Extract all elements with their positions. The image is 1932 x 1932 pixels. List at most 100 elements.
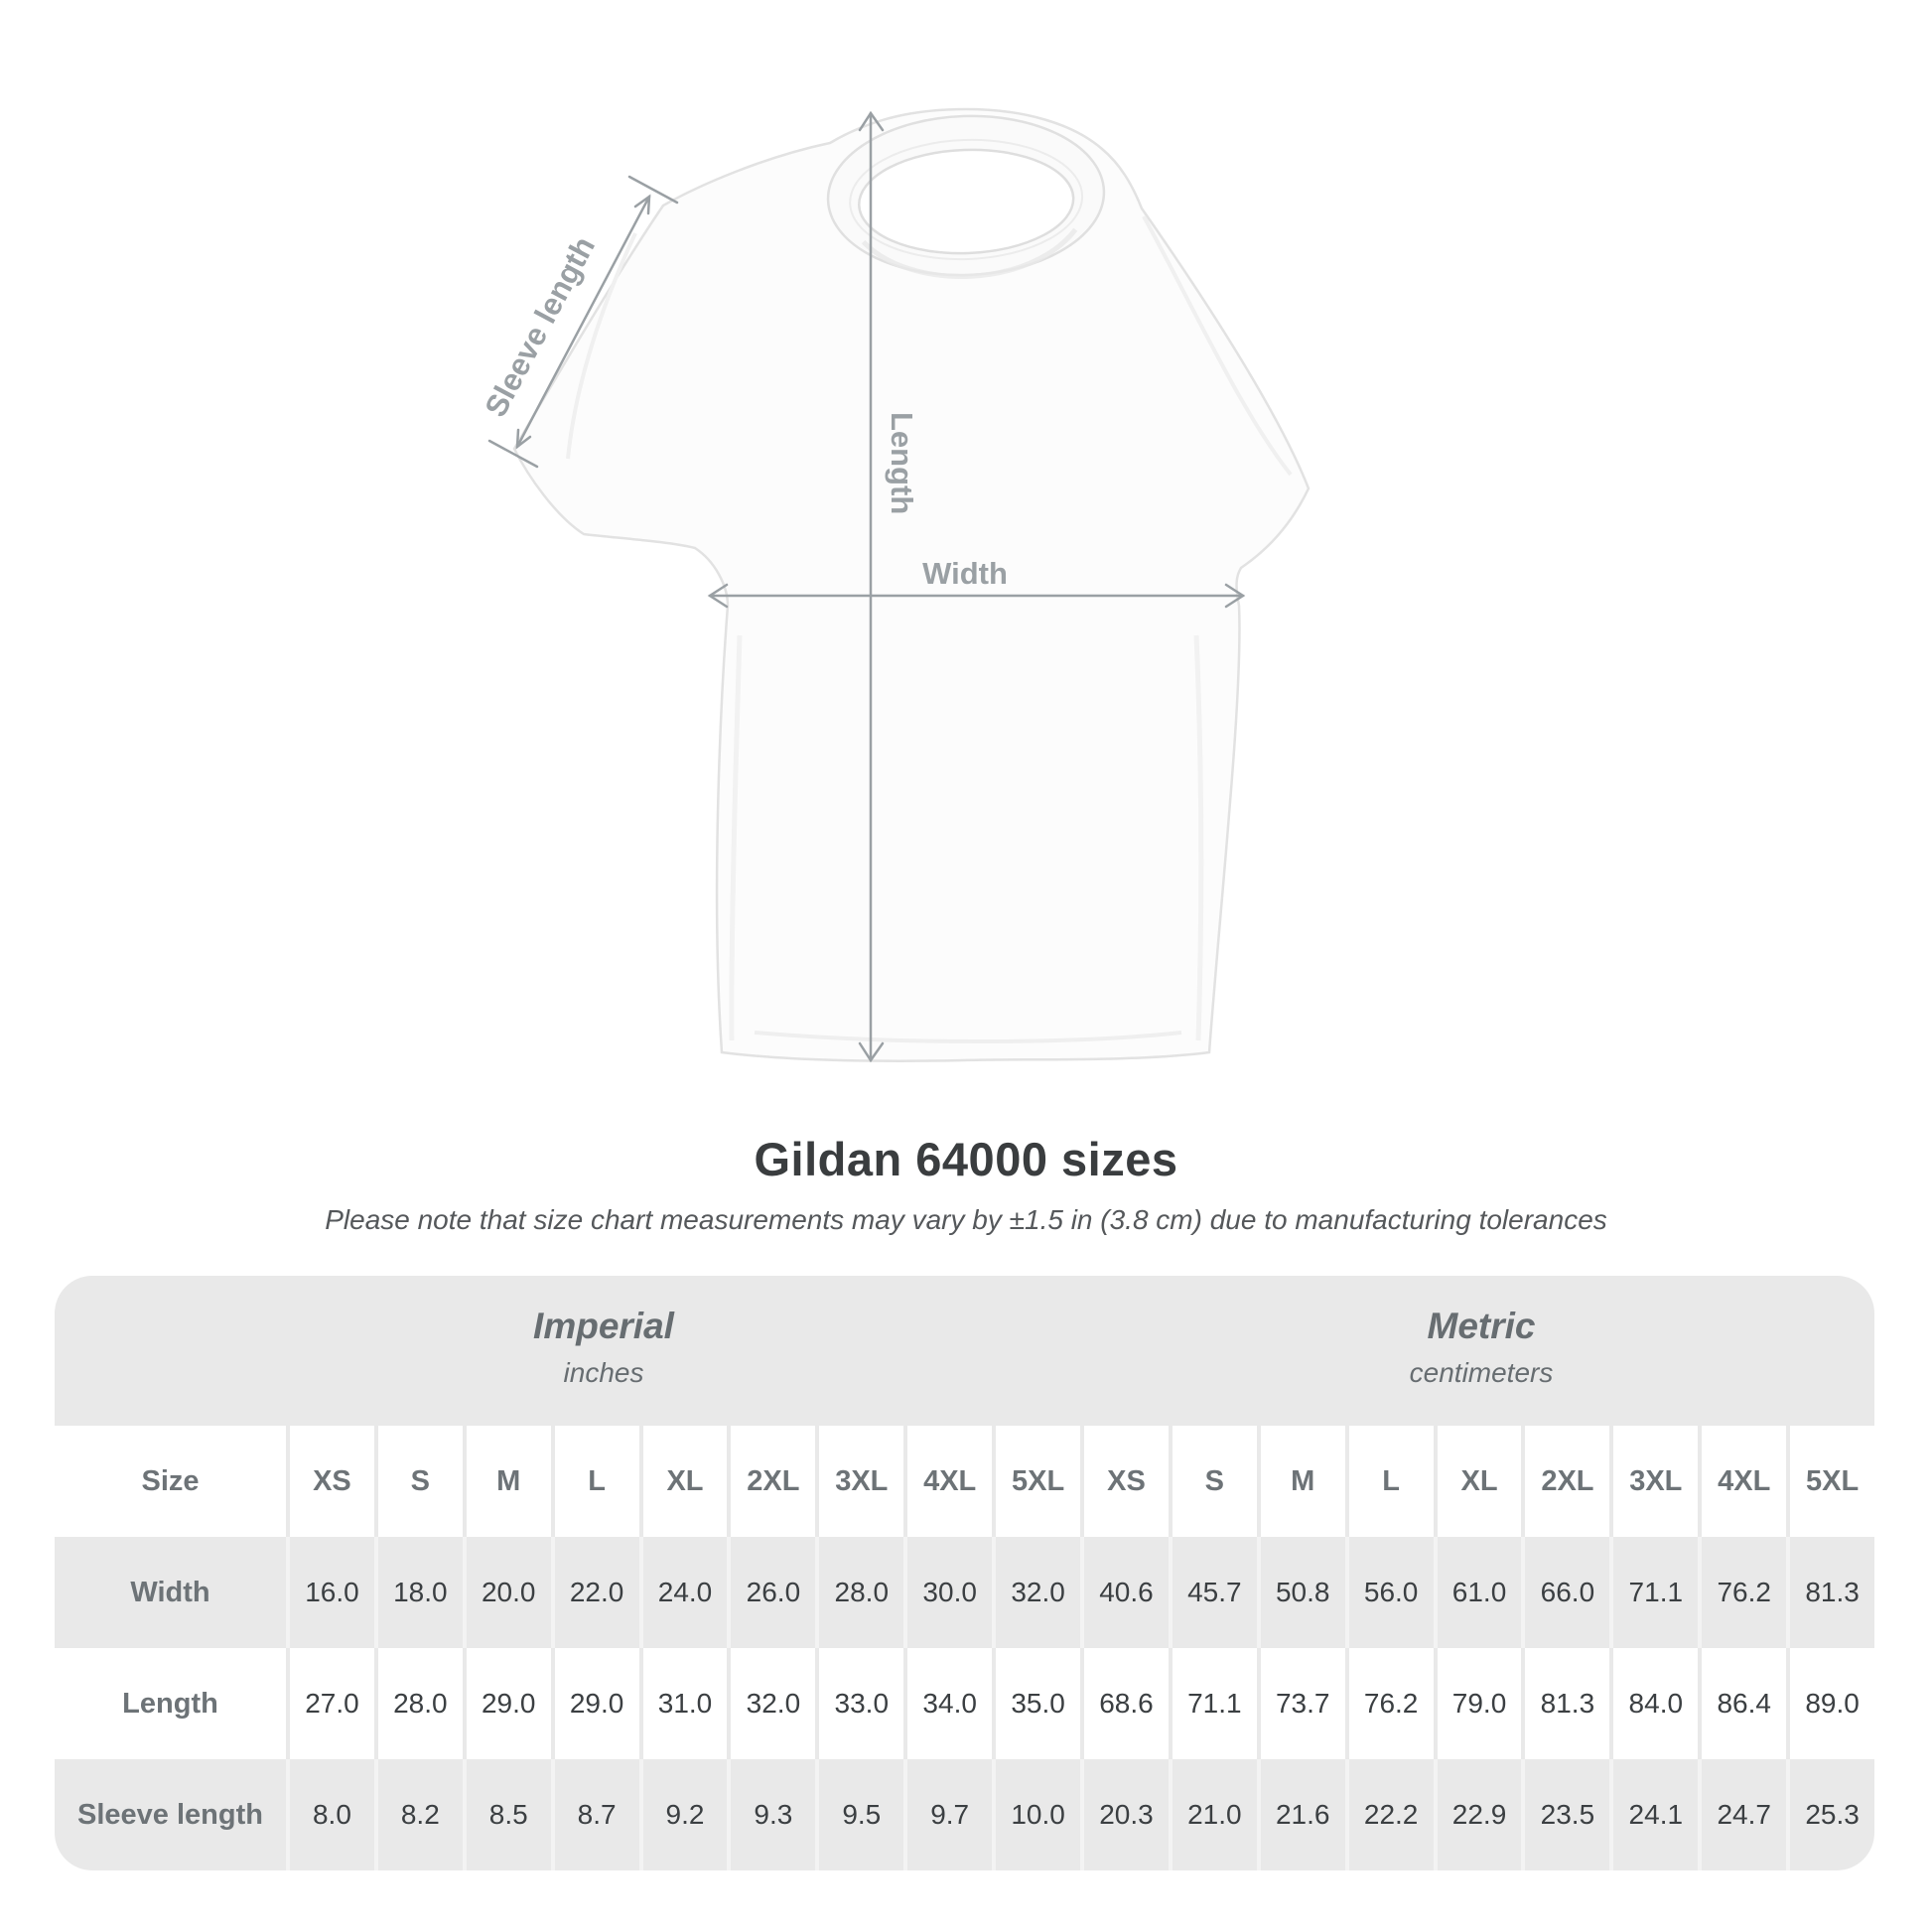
size-column-header-4xl-metric: 4XL xyxy=(1698,1426,1786,1537)
size-column-header-xl-imperial: XL xyxy=(638,1426,728,1537)
table-cell: 8.0 xyxy=(286,1759,374,1870)
table-cell: 45.7 xyxy=(1168,1537,1257,1648)
size-column-header-5xl-imperial: 5XL xyxy=(992,1426,1080,1537)
size-column-header-xs-imperial: XS xyxy=(286,1426,374,1537)
width-arrow xyxy=(707,583,1246,609)
size-column-header-2xl-imperial: 2XL xyxy=(727,1426,815,1537)
size-header-cell: Size xyxy=(141,1464,200,1497)
length-arrow xyxy=(858,110,885,1063)
table-cell: 8.5 xyxy=(462,1759,551,1870)
title-block: Gildan 64000 sizes Please note that size… xyxy=(0,1132,1932,1236)
size-column-header-l-metric: L xyxy=(1344,1426,1434,1537)
row-label: Sleeve length xyxy=(77,1798,263,1831)
table-cell: 24.1 xyxy=(1609,1759,1698,1870)
page-title: Gildan 64000 sizes xyxy=(754,1133,1178,1185)
table-cell: 23.5 xyxy=(1521,1759,1609,1870)
table-cell: 76.2 xyxy=(1698,1537,1786,1648)
table-cell: 9.2 xyxy=(638,1759,728,1870)
metric-section-header: Metric centimeters xyxy=(1183,1276,1779,1389)
table-cell: 26.0 xyxy=(727,1537,815,1648)
table-cell: 9.7 xyxy=(903,1759,992,1870)
table-cell: 84.0 xyxy=(1609,1648,1698,1759)
size-column-header-3xl-imperial: 3XL xyxy=(815,1426,903,1537)
table-cell: 86.4 xyxy=(1698,1648,1786,1759)
table-cell: 9.5 xyxy=(815,1759,903,1870)
table-cell: 24.7 xyxy=(1698,1759,1786,1870)
table-cell: 32.0 xyxy=(727,1648,815,1759)
table-cell: 40.6 xyxy=(1080,1537,1169,1648)
table-cell: 20.0 xyxy=(462,1537,551,1648)
table-cell: 81.3 xyxy=(1521,1648,1609,1759)
size-column-header-4xl-imperial: 4XL xyxy=(903,1426,992,1537)
table-cell: 31.0 xyxy=(638,1648,728,1759)
table-row-sleeve-length: Sleeve length 8.0 8.2 8.5 8.7 9.2 9.3 9.5 9.7 10.… xyxy=(55,1759,1874,1870)
table-cell: 8.7 xyxy=(550,1759,639,1870)
table-cell: 22.0 xyxy=(550,1537,639,1648)
table-cell: 28.0 xyxy=(815,1537,903,1648)
table-cell: 22.9 xyxy=(1433,1759,1522,1870)
table-cell: 28.0 xyxy=(373,1648,463,1759)
size-column-header-s-imperial: S xyxy=(373,1426,463,1537)
size-column-header-xs-metric: XS xyxy=(1080,1426,1169,1537)
width-label: Width xyxy=(922,556,1008,591)
table-cell: 79.0 xyxy=(1433,1648,1522,1759)
tshirt-diagram: Sleeve length Length Width xyxy=(478,107,1311,1063)
table-cell: 29.0 xyxy=(462,1648,551,1759)
table-cell: 33.0 xyxy=(815,1648,903,1759)
table-cell: 81.3 xyxy=(1786,1537,1874,1648)
row-label: Length xyxy=(122,1687,218,1720)
metric-unit: centimeters xyxy=(1409,1357,1554,1388)
table-row-length: Length 27.0 28.0 29.0 29.0 31.0 32.0 33.0 34.0 35… xyxy=(55,1648,1874,1759)
table-cell: 50.8 xyxy=(1256,1537,1345,1648)
table-cell: 10.0 xyxy=(992,1759,1080,1870)
table-cell: 71.1 xyxy=(1609,1537,1698,1648)
size-column-header-m-metric: M xyxy=(1256,1426,1345,1537)
table-cell: 34.0 xyxy=(903,1648,992,1759)
table-cell: 73.7 xyxy=(1256,1648,1345,1759)
table-cell: 32.0 xyxy=(992,1537,1080,1648)
table-cell: 71.1 xyxy=(1168,1648,1257,1759)
size-column-header-xl-metric: XL xyxy=(1433,1426,1522,1537)
table-cell: 25.3 xyxy=(1786,1759,1874,1870)
size-column-header-s-metric: S xyxy=(1168,1426,1257,1537)
tshirt-photo xyxy=(512,107,1311,1062)
table-cell: 21.0 xyxy=(1168,1759,1257,1870)
table-cell: 21.6 xyxy=(1256,1759,1345,1870)
row-label: Width xyxy=(130,1576,210,1608)
table-cell: 18.0 xyxy=(373,1537,463,1648)
imperial-unit: inches xyxy=(563,1357,644,1388)
collar xyxy=(826,114,1106,279)
table-header-row: Size XS S M L XL 2XL 3XL 4XL 5XL XS S M L XL 2XL 3XL 4XL… xyxy=(55,1426,1874,1537)
table-cell: 27.0 xyxy=(286,1648,374,1759)
table-cell: 29.0 xyxy=(550,1648,639,1759)
imperial-title: Imperial xyxy=(533,1306,674,1346)
table-cell: 89.0 xyxy=(1786,1648,1874,1759)
tolerance-note: Please note that size chart measurements… xyxy=(325,1204,1607,1235)
imperial-section-header: Imperial inches xyxy=(306,1276,901,1389)
table-cell: 61.0 xyxy=(1433,1537,1522,1648)
sleeve-length-arrow xyxy=(487,175,679,469)
size-column-header-2xl-metric: 2XL xyxy=(1521,1426,1609,1537)
table-cell: 9.3 xyxy=(727,1759,815,1870)
table-cell: 56.0 xyxy=(1344,1537,1434,1648)
units-band: Imperial inches Metric centimeters xyxy=(55,1276,1874,1426)
size-column-header-5xl-metric: 5XL xyxy=(1786,1426,1874,1537)
table-cell: 68.6 xyxy=(1080,1648,1169,1759)
size-column-header-l-imperial: L xyxy=(550,1426,639,1537)
size-table: Imperial inches Metric centimeters Size … xyxy=(55,1276,1874,1870)
size-column-header-3xl-metric: 3XL xyxy=(1609,1426,1698,1537)
table-cell: 16.0 xyxy=(286,1537,374,1648)
table-cell: 66.0 xyxy=(1521,1537,1609,1648)
metric-title: Metric xyxy=(1427,1306,1536,1346)
table-cell: 20.3 xyxy=(1080,1759,1169,1870)
table-cell: 76.2 xyxy=(1344,1648,1434,1759)
table-row-width: Width 16.0 18.0 20.0 22.0 24.0 26.0 28.0 30.0 32.… xyxy=(55,1537,1874,1648)
table-cell: 8.2 xyxy=(373,1759,463,1870)
table-cell: 22.2 xyxy=(1344,1759,1434,1870)
size-column-header-m-imperial: M xyxy=(462,1426,551,1537)
length-label: Length xyxy=(885,412,919,514)
table-cell: 30.0 xyxy=(903,1537,992,1648)
table-cell: 24.0 xyxy=(638,1537,728,1648)
table-cell: 35.0 xyxy=(992,1648,1080,1759)
